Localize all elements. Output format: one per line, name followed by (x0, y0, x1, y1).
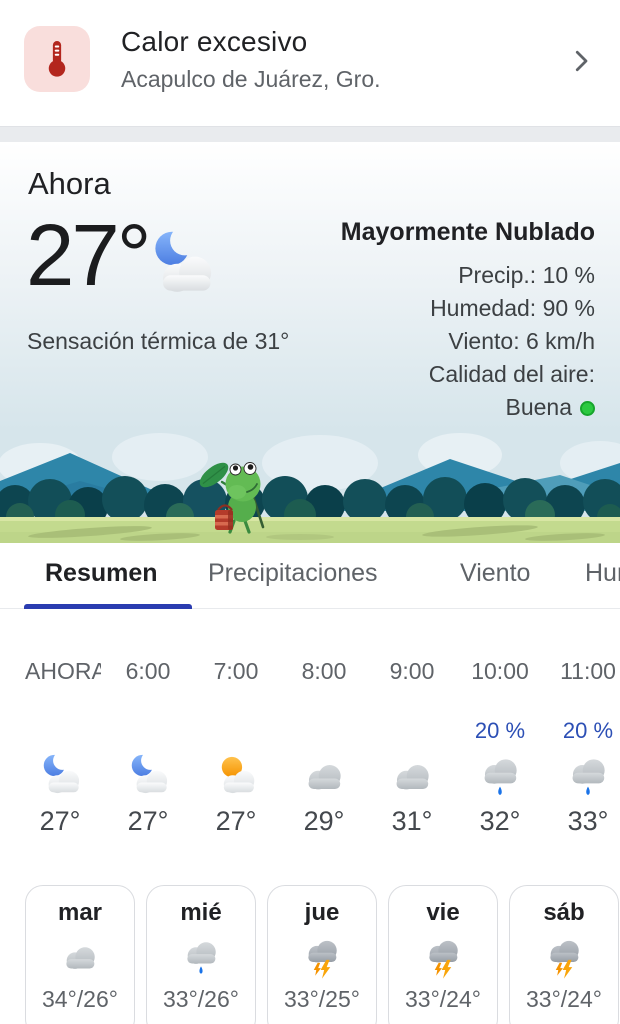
tab-resumen[interactable]: Resumen (45, 559, 158, 587)
heat-alert-banner[interactable]: Calor excesivo Acapulco de Juárez, Gro. (0, 0, 620, 126)
tab-viento[interactable]: Viento (460, 559, 531, 587)
air-quality-good-dot (580, 401, 595, 416)
hour-label: 8:00 (301, 658, 347, 684)
condition-text: Mayormente Nublado (340, 218, 595, 246)
day-temps: 33°/26° (163, 986, 239, 1012)
alert-location: Acapulco de Juárez, Gro. (121, 66, 381, 92)
day-temps: 33°/25° (284, 986, 360, 1012)
now-label: Ahora (28, 166, 111, 201)
hourly-column: 9:00 31° (368, 630, 456, 855)
day-card-sab[interactable]: sáb 33°/24° (509, 885, 619, 1024)
forecast-tab-bar: Resumen Precipitaciones Viento Humedad (0, 543, 620, 609)
air-quality-row: Buena (505, 391, 595, 424)
tab-divider (0, 608, 620, 609)
hour-temp: 32° (479, 806, 521, 836)
hour-temp: 27° (39, 806, 81, 836)
cloudy-icon (57, 934, 103, 980)
day-temps: 33°/24° (405, 986, 481, 1012)
hour-temp: 29° (303, 806, 345, 836)
hourly-column: 11:00 20 % 33° (544, 630, 620, 855)
partly-sunny-icon (210, 750, 262, 802)
hour-label: AHORA (25, 658, 101, 684)
light-rain-icon (562, 750, 614, 802)
day-label: jue (304, 899, 340, 926)
hour-label: 6:00 (125, 658, 171, 684)
humidity-detail: Humedad: 90 % (430, 295, 595, 321)
light-rain-icon (474, 750, 526, 802)
day-card-mie[interactable]: mié 33°/26° (146, 885, 256, 1024)
alert-title: Calor excesivo (121, 26, 308, 57)
scene-illustration (0, 433, 620, 543)
hour-label: 11:00 (560, 658, 616, 684)
hour-temp: 33° (567, 806, 609, 836)
hourly-column: 6:00 27° (104, 630, 192, 855)
alert-icon-badge (24, 26, 90, 92)
hourly-column-now: AHORA 27° (16, 630, 104, 855)
cloudy-icon (386, 750, 438, 802)
hour-label: 7:00 (213, 658, 259, 684)
frog-character (199, 462, 265, 534)
wind-detail: Viento: 6 km/h (448, 328, 595, 354)
air-quality-value: Buena (505, 394, 572, 420)
hour-label: 9:00 (389, 658, 435, 684)
precip-detail: Precip.: 10 % (458, 262, 595, 288)
day-temps: 33°/24° (526, 986, 602, 1012)
cloudy-icon (298, 750, 350, 802)
tab-precipitaciones[interactable]: Precipitaciones (208, 559, 378, 587)
day-label: mar (57, 899, 103, 926)
tab-humedad[interactable]: Humedad (585, 559, 620, 587)
night-cloudy-icon (140, 224, 222, 306)
night-cloudy-icon (34, 750, 86, 802)
light-rain-icon (178, 934, 224, 980)
day-label: vie (426, 899, 460, 926)
storm-icon (420, 934, 466, 980)
active-tab-indicator (24, 604, 192, 609)
hour-temp: 27° (215, 806, 257, 836)
section-divider (0, 126, 620, 142)
precip-chance: 20 % (474, 718, 526, 743)
thermometer-icon (48, 41, 66, 77)
day-label: sáb (543, 899, 585, 926)
day-card-vie[interactable]: vie 33°/24° (388, 885, 498, 1024)
current-details: Mayormente Nublado Precip.: 10 % Humedad… (341, 218, 595, 424)
night-cloudy-icon (122, 750, 174, 802)
hour-temp: 31° (391, 806, 433, 836)
hourly-forecast-strip[interactable]: AHORA 27° 6:00 27° 7:00 27° 8:00 (0, 630, 620, 865)
current-temp: 27° (26, 207, 152, 304)
hour-temp: 27° (127, 806, 169, 836)
storm-icon (541, 934, 587, 980)
hourly-column: 7:00 27° (192, 630, 280, 855)
day-label: mié (180, 899, 222, 926)
hourly-column: 8:00 29° (280, 630, 368, 855)
daily-forecast-row: mar 34°/26° mié 33°/26° jue 33°/25° vie … (0, 885, 620, 1024)
chevron-right-icon (575, 50, 588, 72)
day-card-mar[interactable]: mar 34°/26° (25, 885, 135, 1024)
hourly-column: 10:00 20 % 32° (456, 630, 544, 855)
feels-like-text: Sensación térmica de 31° (27, 328, 290, 354)
precip-chance: 20 % (562, 718, 614, 743)
air-quality-label: Calidad del aire: (428, 361, 595, 387)
hour-label: 10:00 (471, 658, 529, 684)
day-temps: 34°/26° (42, 986, 118, 1012)
day-card-jue[interactable]: jue 33°/25° (267, 885, 377, 1024)
storm-icon (299, 934, 345, 980)
current-weather-card: Ahora 27° Sensación térmica de 31° Mayor… (0, 142, 620, 543)
